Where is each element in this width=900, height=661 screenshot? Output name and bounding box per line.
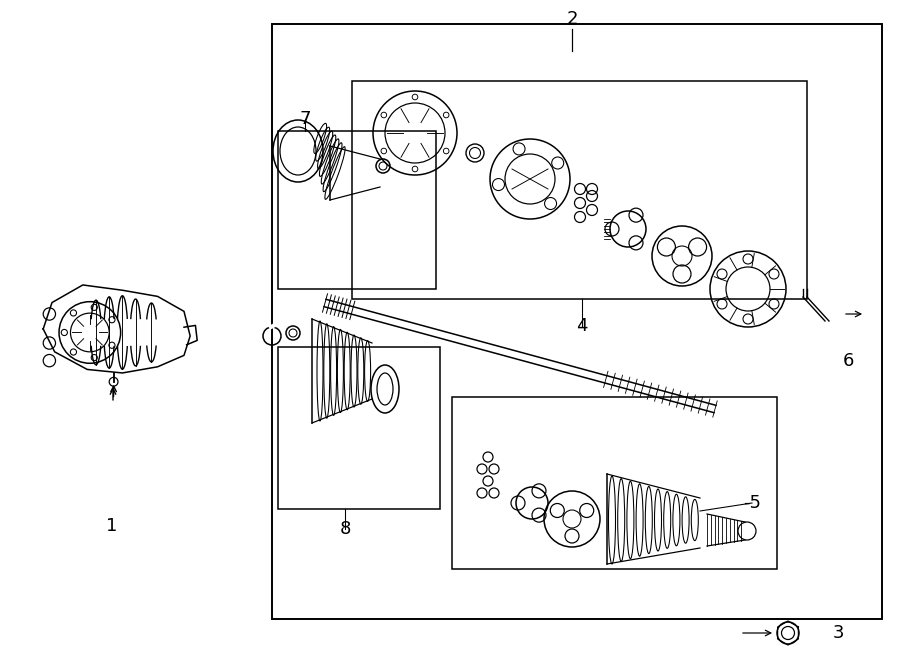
Text: 2: 2: [566, 10, 578, 28]
Bar: [452, 397, 777, 569]
Text: -5: -5: [743, 494, 761, 512]
Text: 3: 3: [832, 624, 844, 642]
Text: 4: 4: [576, 317, 588, 335]
Bar: [278, 347, 440, 509]
Text: 6: 6: [842, 352, 854, 370]
Bar: [352, 81, 807, 299]
Bar: [272, 24, 882, 619]
Text: 8: 8: [339, 520, 351, 538]
Polygon shape: [43, 285, 190, 373]
Bar: [278, 131, 436, 289]
Text: 1: 1: [106, 517, 118, 535]
Text: 7: 7: [299, 110, 310, 128]
